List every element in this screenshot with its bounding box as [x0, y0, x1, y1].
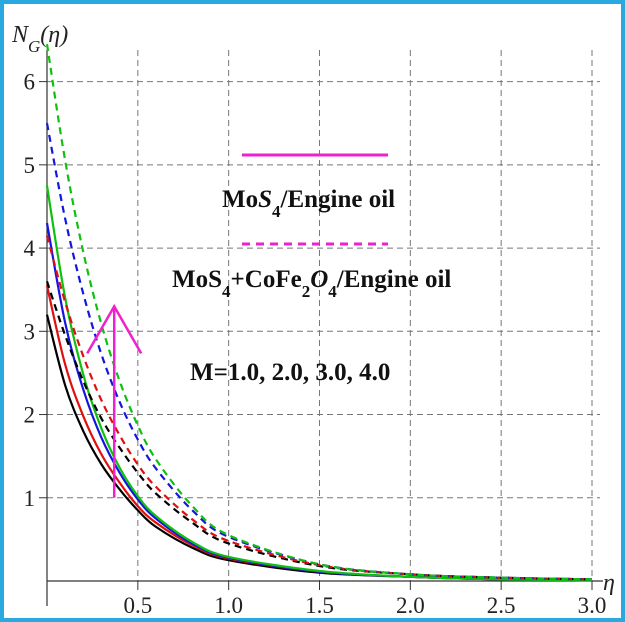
x-tick-label-0: 0.5	[123, 593, 152, 618]
series-layer	[45, 44, 593, 582]
axes	[39, 50, 603, 606]
y-tick-label-0: 1	[24, 486, 36, 511]
y-tick-label-1: 2	[24, 403, 36, 428]
legend-dashed-label-part-4: 2	[302, 282, 311, 301]
y-tick-label-3: 4	[24, 236, 36, 261]
y-tick-label-2: 3	[24, 319, 36, 344]
legend-dashed-label-part-2: 4	[222, 282, 231, 301]
x-tick-label-2: 1.5	[305, 593, 334, 618]
annotation-layer	[86, 303, 143, 498]
x-tick-label-5: 3.0	[578, 593, 607, 618]
legend-dashed-label: MoS4+CoFe2O4/Engine oil	[172, 266, 451, 301]
legend-solid-label-part-1: S	[258, 186, 272, 213]
legend-dashed-label-part-1: S	[208, 266, 222, 293]
axis-labels: NG(η) η	[11, 22, 615, 596]
x-tick-label-4: 2.5	[487, 593, 516, 618]
x-tick-label-3: 2.0	[396, 593, 425, 618]
legend-dashed-label-part-5: O	[310, 266, 328, 293]
legend-dashed-label-part-7: /Engine oil	[336, 266, 452, 293]
y-axis-label-tail: (η)	[40, 22, 68, 48]
x-tick-label-1: 1.0	[214, 593, 243, 618]
legend-solid-label-part-0: Mo	[222, 186, 258, 213]
legend-solid-label: MoS4/Engine oil	[222, 186, 395, 221]
y-axis-label-sub: G	[28, 37, 40, 56]
series-line-dashed-7	[45, 44, 593, 581]
y-tick-label-4: 5	[24, 153, 36, 178]
series-line-solid-3	[45, 185, 593, 582]
legend-dashed-label-part-6: 4	[328, 282, 337, 301]
legend-dashed-label-part-0: Mo	[172, 266, 208, 293]
legend-parameter-label: M=1.0, 2.0, 3.0, 4.0	[190, 359, 390, 386]
arrow-head	[86, 303, 143, 354]
y-tick-label-5: 6	[24, 70, 36, 95]
legend-dashed-label-part-3: +CoFe	[231, 266, 302, 293]
tick-labels: 0.5 1.0 1.5 2.0 2.5 3.0 1 2 3 4 5 6	[24, 70, 607, 618]
legend-solid-label-part-3: /Engine oil	[280, 186, 396, 213]
y-axis-label-main: N	[11, 22, 30, 48]
legend-solid-label-part-2: 4	[272, 202, 281, 221]
x-axis-label: η	[603, 570, 615, 596]
y-axis-label: NG(η)	[11, 22, 68, 56]
